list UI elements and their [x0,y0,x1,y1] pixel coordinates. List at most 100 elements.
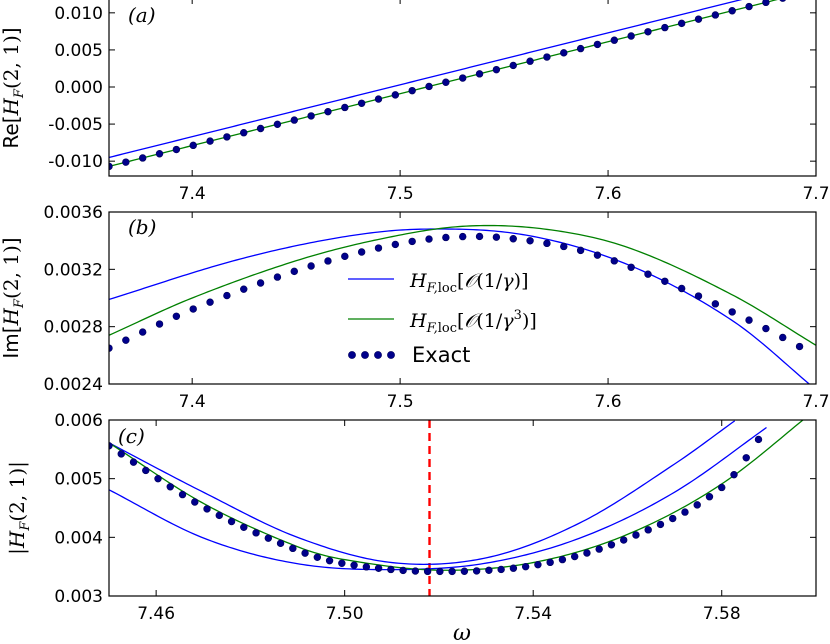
exact-point [122,336,130,344]
exact-point [644,270,652,278]
exact-point [189,305,197,313]
exact-point [762,324,770,333]
exact-point [534,560,542,569]
exact-point [711,300,720,308]
exact-point [509,235,517,243]
exact-point [172,312,181,320]
panel-a-ticks: 7.4 7.5 7.6 7.7 -0.010 -0.005 0.000 0.005 0.010 [48,0,830,204]
panel-c: 7.46 7.50 7.54 7.58 0.003 0.004 0.005 0.006 (c)… [5,411,817,644]
exact-point [357,99,366,107]
exact-point [290,116,298,124]
exact-point [472,567,481,575]
exact-point [560,242,568,251]
exact-point [583,549,591,557]
exact-point [576,44,585,53]
legend-exact-dot-4 [387,351,395,359]
exact-point [117,450,125,458]
legend-label-order3: HF,loc[𝒪(1/γ3)] [409,308,537,336]
exact-point [546,558,554,567]
exact-point [391,240,400,249]
exact-point [374,564,383,572]
panel-c-ticks: 7.46 7.50 7.54 7.58 0.003 0.004 0.005 0.006 [54,411,816,624]
exact-point [632,531,640,539]
y-tick-label: 0.004 [54,528,103,548]
svg-text:Im[HF(2, 1)]: Im[HF(2, 1)] [0,237,27,358]
panel-c-ylabel: |HF(2, 1)| [5,461,33,555]
legend-exact-dot-3 [374,351,382,359]
exact-point [240,285,248,293]
exact-point [142,466,150,475]
panel-b-frame [108,211,817,385]
exact-point [492,233,501,241]
exact-point [129,458,138,466]
panel-a-ylabel: Re[HF(2, 1)] [0,27,27,148]
exact-point [460,567,469,575]
exact-point [745,316,753,324]
panel-a-label: (a) [128,3,156,27]
exact-point [325,556,334,565]
exact-point [122,158,130,166]
exact-point [109,442,113,450]
exact-point [357,248,366,256]
exact-point [694,15,703,23]
exact-point [728,308,736,316]
exact-point [558,555,567,564]
exact-point [754,435,763,444]
exact-point [425,235,433,243]
exact-point [711,11,720,19]
exact-point [350,561,358,569]
exact-point [155,320,164,328]
exact-point [681,508,689,516]
legend-exact-dot-1 [348,351,356,359]
exact-point [256,124,265,133]
exact-point [669,514,677,523]
exact-point [661,23,669,32]
exact-point [795,342,804,351]
legend-exact-dot-2 [361,351,369,359]
exact-point [526,57,534,65]
exact-point [475,232,484,241]
exact-point [341,252,349,261]
exact-point [485,566,493,574]
y-tick-label: 0.003 [54,587,103,607]
exact-point [206,298,214,306]
exact-point [742,454,750,462]
exact-point [745,2,753,11]
exact-point [730,470,738,479]
panel-a-series [109,0,786,171]
y-tick-label: 0.0036 [44,203,103,223]
svg-text:Re[HF(2, 1)]: Re[HF(2, 1)] [0,27,27,148]
exact-point [338,559,346,567]
series-exact-b [109,232,804,352]
x-tick-label: 7.54 [514,604,552,624]
exact-point [178,490,187,499]
exact-point [593,40,602,49]
exact-point [779,0,786,2]
exact-point [313,553,322,561]
exact-point [240,129,248,137]
exact-point [543,239,551,248]
exact-point [109,162,113,171]
exact-point [610,36,618,44]
x-tick-label: 7.5 [387,392,414,412]
svg-text:|HF(2, 1)|: |HF(2, 1)| [5,461,33,555]
exact-point [374,244,383,252]
exact-point [762,0,770,7]
exact-point [425,82,433,91]
x-tick-label: 7.5 [387,184,414,204]
exact-point [661,277,669,285]
exact-point [307,112,315,120]
series-line-c-2 [109,420,804,571]
series-line-a-0 [109,0,743,159]
exact-point [289,544,297,553]
exact-point [492,65,501,74]
exact-point [521,562,530,571]
legend-label-exact: Exact [412,343,470,367]
exact-point [693,501,701,509]
x-tick-label: 7.58 [703,604,741,624]
exact-point [497,565,505,574]
y-tick-label: -0.010 [48,152,103,172]
exact-point [442,78,450,86]
exact-point [264,534,273,542]
exact-point [436,567,444,576]
